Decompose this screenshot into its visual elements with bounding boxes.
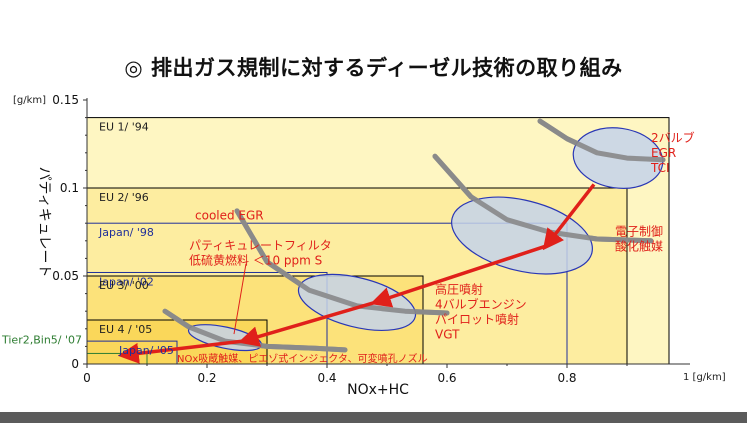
annotation-line: パティキュレートフィルタ: [189, 239, 332, 253]
x-tick-label: 0.4: [317, 371, 336, 385]
technology-ellipse: [451, 196, 593, 275]
y-tick-label: 0: [71, 357, 79, 371]
y-axis-label: パティキュレート: [36, 167, 52, 278]
progress-arrows: [117, 183, 596, 364]
regulation-label: Japan/ '98: [98, 226, 154, 239]
annotation-line: 2バルブ: [651, 130, 695, 145]
technology-annotation: パティキュレートフィルタ低硫黄燃料 ＜10 ppm S: [189, 239, 332, 268]
tradeoff-curve-overlay: [537, 118, 666, 163]
progress-arrow: [542, 183, 596, 251]
annotation-line: 低硫黄燃料 ＜10 ppm S: [189, 253, 322, 268]
footer-bar: [0, 412, 747, 423]
annotation-line: 高圧噴射: [435, 282, 483, 297]
progress-arrow: [237, 300, 376, 347]
pointer-line: [233, 263, 247, 335]
y-unit-label: [g/km]: [13, 95, 46, 106]
tradeoff-curve-overlay: [432, 153, 654, 244]
slide-title: ◎ 排出ガス規制に対するディーゼル技術の取り組み: [124, 56, 623, 80]
regulation-label: Tier2,Bin5/ '07: [1, 333, 82, 346]
annotation-line: 酸化触媒: [615, 239, 663, 254]
progress-arrow: [117, 339, 244, 364]
annotation-line: VGT: [435, 328, 460, 342]
regulation-label: EU 4 / '05: [99, 323, 152, 336]
axis-ticks: 0 0.05 0.1 0.15 0 0.2 0.4 0.6 0.8: [52, 93, 628, 385]
y-tick-label: 0.15: [52, 93, 79, 107]
y-tick-label: 0.1: [60, 181, 79, 195]
y-tick-label: 0.05: [52, 269, 79, 283]
annotation-line: EGR: [651, 146, 676, 160]
x-tick-label: 0: [83, 371, 91, 385]
x-tick-label: 0.8: [557, 371, 576, 385]
regulation-label: EU 2/ '96: [99, 191, 149, 204]
annotation-line: cooled EGR: [195, 209, 264, 223]
x-axis-label: NOx+HC: [347, 382, 409, 398]
technology-annotation: 2バルブ EGR TCI: [650, 130, 695, 175]
regulation-label: EU 3/ '00: [99, 279, 149, 292]
tradeoff-curve-overlay: [234, 208, 450, 316]
annotation-line: 4バルブエンジン: [435, 297, 527, 312]
x-unit-label: 1 [g/km]: [683, 372, 726, 383]
progress-arrow: [370, 244, 547, 308]
technology-annotation: 電子制御酸化触媒: [615, 224, 663, 254]
annotation-line: NOx吸蔵触媒、ピエゾ式インジェクタ、可変噴孔ノズル: [177, 352, 428, 365]
chart-axes: [86, 98, 690, 365]
annotation-line: パイロット噴射: [435, 312, 519, 327]
annotation-line: 電子制御: [615, 224, 663, 239]
technology-annotation: 高圧噴射 4バルブエンジンパイロット噴射 VGT: [435, 282, 527, 342]
technology-annotation: cooled EGR: [195, 209, 264, 223]
x-tick-label: 0.6: [437, 371, 456, 385]
regulation-label: Japan/ '02: [98, 275, 154, 288]
technology-annotations: 2バルブ EGR TCI 電子制御酸化触媒 cooled EGR パティキュレートフィルタ…: [177, 130, 695, 365]
regulation-label: EU 1/ '94: [99, 121, 149, 134]
x-tick-label: 0.2: [197, 371, 216, 385]
technology-annotation: NOx吸蔵触媒、ピエゾ式インジェクタ、可変噴孔ノズル: [177, 352, 428, 365]
regulation-label: Japan/ '05: [118, 344, 174, 357]
annotation-line: TCI: [650, 161, 670, 175]
